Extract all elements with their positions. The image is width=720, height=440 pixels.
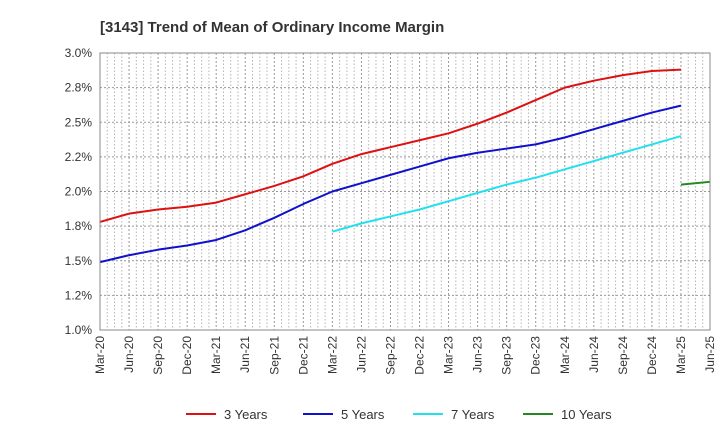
chart-title: [3143] Trend of Mean of Ordinary Income … — [100, 19, 444, 36]
y-tick-label: 1.0% — [65, 323, 93, 337]
x-tick-label: Mar-23 — [442, 336, 456, 374]
y-axis: 1.0% 1.2% 1.5% 1.8% 2.0% 2.2% 2.5% 2.8% 3.0% — [65, 46, 93, 337]
x-tick-label: Jun-24 — [587, 336, 601, 373]
legend-label: 5 Years — [341, 407, 385, 422]
y-tick-label: 1.5% — [65, 254, 93, 268]
x-tick-label: Jun-21 — [238, 336, 252, 373]
x-tick-label: Sep-22 — [383, 336, 397, 375]
x-tick-label: Jun-23 — [471, 336, 485, 373]
legend: 3 Years 5 Years 7 Years 10 Years — [186, 407, 612, 422]
legend-label: 3 Years — [224, 407, 268, 422]
x-tick-label: Dec-23 — [529, 336, 543, 375]
x-tick-label: Sep-24 — [616, 336, 630, 375]
x-tick-label: Dec-21 — [296, 336, 310, 375]
series-line — [99, 68, 681, 223]
y-tick-label: 1.2% — [65, 288, 93, 302]
x-tick-label: Sep-23 — [500, 336, 514, 375]
x-tick-label: Jun-20 — [122, 336, 136, 373]
x-tick-label: Sep-21 — [267, 336, 281, 375]
x-axis: Mar-20 Jun-20 Sep-20 Dec-20 Mar-21 Jun-21 Sep-… — [93, 336, 717, 375]
x-tick-label: Dec-20 — [180, 336, 194, 375]
x-tick-label: Sep-20 — [151, 336, 165, 375]
y-tick-label: 3.0% — [65, 46, 93, 60]
x-tick-label: Jun-25 — [703, 336, 717, 373]
y-tick-label: 2.5% — [65, 115, 93, 129]
y-tick-label: 1.8% — [65, 219, 93, 233]
series-group — [99, 68, 711, 264]
y-tick-label: 2.2% — [65, 150, 93, 164]
x-tick-label: Mar-24 — [558, 336, 572, 374]
series-line — [99, 104, 682, 264]
x-tick-label: Mar-25 — [674, 336, 688, 374]
y-tick-label: 2.0% — [65, 185, 93, 199]
y-tick-label: 2.8% — [65, 81, 93, 95]
x-tick-label: Dec-24 — [645, 336, 659, 375]
x-tick-label: Dec-22 — [413, 336, 427, 375]
x-tick-label: Mar-20 — [93, 336, 107, 374]
grid — [100, 53, 710, 330]
series-line — [680, 180, 711, 186]
plot-frame — [99, 52, 711, 331]
legend-label: 10 Years — [561, 407, 612, 422]
series-line — [332, 135, 682, 233]
x-tick-label: Mar-22 — [325, 336, 339, 374]
legend-label: 7 Years — [451, 407, 495, 422]
x-tick-label: Jun-22 — [354, 336, 368, 373]
x-tick-label: Mar-21 — [209, 336, 223, 374]
